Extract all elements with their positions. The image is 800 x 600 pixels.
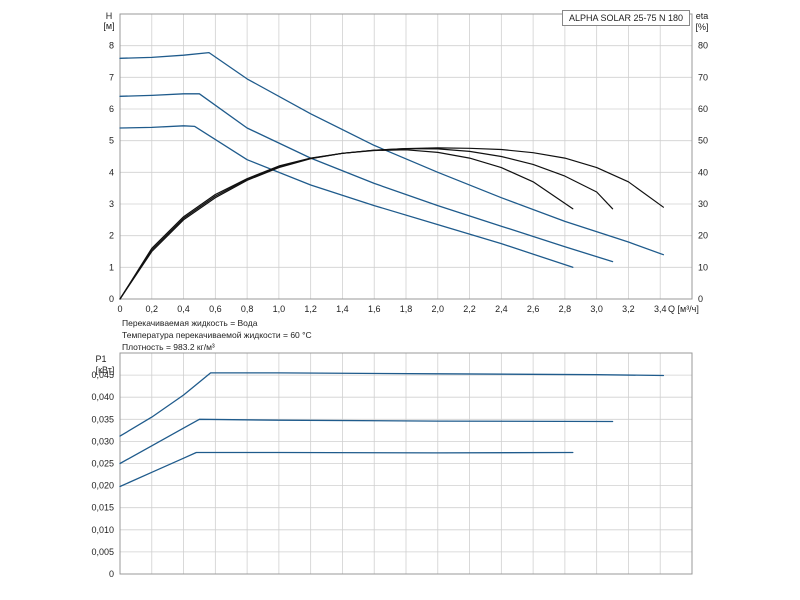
x-tick-label: 1,0 [273, 304, 286, 314]
y-tick-label: 8 [109, 41, 114, 51]
x-tick-label: 2,6 [527, 304, 540, 314]
p1-tick-label: 0,045 [91, 370, 114, 380]
p1-tick-label: 0,020 [91, 481, 114, 491]
y2-axis-title: eta [696, 11, 709, 21]
x-tick-label: 0,2 [146, 304, 159, 314]
top-plot-frame [119, 13, 693, 300]
model-label: ALPHA SOLAR 25-75 N 180 [562, 10, 690, 26]
x-axis-title: Q [м³/ч] [668, 304, 699, 314]
x-tick-label: 3,0 [590, 304, 603, 314]
x-tick-label: 1,6 [368, 304, 381, 314]
y2-axis-unit: [%] [695, 22, 708, 32]
p1-tick-label: 0,030 [91, 436, 114, 446]
x-tick-label: 2,2 [463, 304, 476, 314]
power-chart: 0 0,005 0,010 0,015 0,020 0,025 0,030 0,035 0,04… [91, 352, 693, 579]
x-tick-label: 0,8 [241, 304, 254, 314]
y2-tick-label: 80 [698, 41, 708, 51]
x-tick-label: 1,8 [400, 304, 413, 314]
y-tick-label: 7 [109, 72, 114, 82]
p1-tick-label: 0,025 [91, 459, 114, 469]
y-tick-label: 4 [109, 167, 114, 177]
y-axis-unit: [м] [103, 21, 114, 31]
p1-tick-label: 0,005 [91, 547, 114, 557]
y-tick-label: 0 [109, 294, 114, 304]
power-curve-1 [119, 372, 665, 437]
x-tick-label: 3,2 [622, 304, 635, 314]
y2-tick-label: 70 [698, 72, 708, 82]
power-curve-2 [119, 418, 614, 465]
y-axis-title: H [106, 11, 113, 21]
p1-tick-label: 0,035 [91, 414, 114, 424]
head-curve-1 [119, 51, 665, 256]
x-tick-label: 1,2 [304, 304, 317, 314]
note-temperature: Температура перекачиваемой жидкости = 60… [122, 330, 312, 340]
head-curve-3 [119, 125, 574, 268]
p1-axis-unit: [кВт] [96, 365, 115, 375]
x-tick-label: 1,4 [336, 304, 349, 314]
y2-tick-label: 0 [698, 294, 703, 304]
y-tick-label: 1 [109, 262, 114, 272]
x-tick-label: 2,8 [559, 304, 572, 314]
y-tick-label: 3 [109, 199, 114, 209]
y2-tick-label: 30 [698, 199, 708, 209]
x-tick-label: 2,4 [495, 304, 508, 314]
y-tick-label: 2 [109, 231, 114, 241]
p1-axis-title: P1 [95, 354, 106, 364]
p1-tick-label: 0,010 [91, 525, 114, 535]
y2-tick-label: 20 [698, 231, 708, 241]
p1-tick-label: 0,040 [91, 392, 114, 402]
x-tick-label: 3,4 [654, 304, 667, 314]
note-fluid: Перекачиваемая жидкость = Вода [122, 318, 258, 328]
p1-tick-label: 0 [109, 569, 114, 579]
y2-tick-label: 50 [698, 136, 708, 146]
y2-tick-label: 40 [698, 167, 708, 177]
efficiency-curve-1 [119, 147, 665, 300]
efficiency-curve-2 [119, 148, 614, 300]
power-curve-3 [119, 451, 574, 488]
y2-tick-label: 10 [698, 262, 708, 272]
y2-tick-label: 60 [698, 104, 708, 114]
p1-tick-label: 0,015 [91, 503, 114, 513]
y-tick-label: 6 [109, 104, 114, 114]
y-tick-label: 5 [109, 136, 114, 146]
head-curve-2 [119, 93, 614, 263]
x-tick-label: 0,4 [177, 304, 190, 314]
x-tick-label: 2,0 [432, 304, 445, 314]
x-tick-label: 0 [117, 304, 122, 314]
x-tick-label: 0,6 [209, 304, 222, 314]
note-density: Плотность = 983.2 кг/м³ [122, 342, 215, 352]
efficiency-curve-3 [119, 149, 574, 300]
